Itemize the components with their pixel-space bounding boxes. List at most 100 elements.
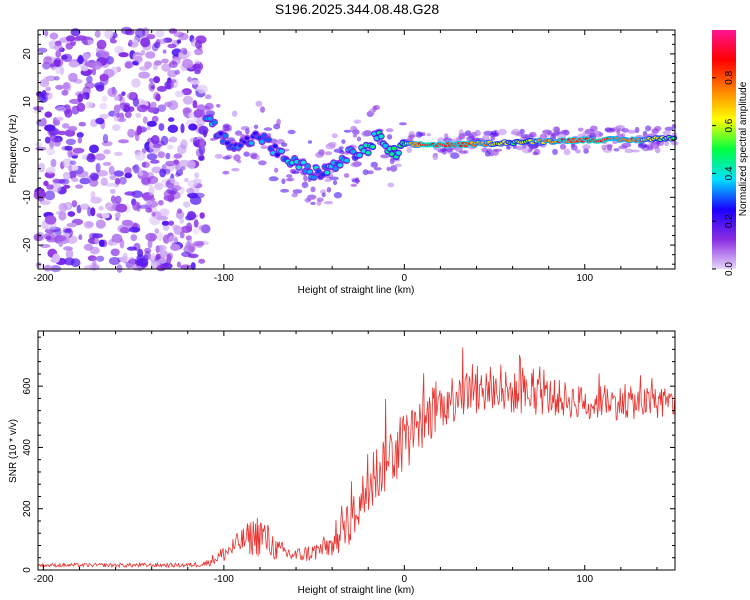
noise-blob [193,109,203,118]
noise-blob [52,253,61,263]
noise-blob [114,46,124,54]
noise-blob [92,257,97,267]
x-tick-label: 100 [576,273,593,284]
noise-blob [144,61,153,69]
noise-blob [40,117,47,127]
noise-blob [100,177,108,186]
ridge-halo-blob [310,201,316,205]
noise-blob [90,191,96,199]
noise-blob [154,228,160,234]
noise-blob [61,54,68,60]
noise-blob [116,104,125,111]
ridge-halo-blob [304,198,312,203]
ridge-halo-blob [577,127,584,132]
noise-blob [111,233,123,244]
noise-blob [60,66,64,76]
noise-blob [194,172,200,179]
colorbar-tick-label: 0.0 [724,262,735,276]
ridge-halo-blob [315,151,324,158]
noise-blob [145,207,153,213]
ridge-halo-blob [532,151,538,156]
noise-blob [155,245,160,254]
noise-blob [95,219,106,229]
noise-blob [159,168,167,178]
ridge-halo-blob [497,128,507,136]
noise-blob [68,165,73,172]
noise-blob [148,185,155,196]
noise-blob [77,136,83,144]
noise-blob [108,241,118,246]
snr-y-axis-label: SNR (10 * v/v) [8,419,19,483]
noise-blob [46,147,56,156]
noise-blob [52,57,64,68]
noise-blob [63,228,72,234]
snr-plot-area [38,331,675,570]
noise-blob [58,202,68,212]
noise-blob [193,240,205,247]
ridge-halo-blob [353,119,362,124]
noise-blob [141,104,147,110]
noise-blob [161,63,172,72]
noise-blob [71,177,79,182]
noise-blob [61,89,69,96]
noise-blob [136,125,142,135]
noise-blob [165,152,171,160]
noise-blob [86,75,93,84]
noise-blob [145,51,156,59]
noise-blob [156,264,166,272]
noise-blob [99,102,108,110]
ridge-halo-blob [240,126,250,131]
ridge-halo-blob [575,149,581,154]
noise-blob [114,151,123,156]
noise-blob [175,172,181,177]
noise-blob [63,184,71,189]
x-tick-label: -100 [214,273,234,284]
noise-blob [96,255,105,262]
noise-blob [118,139,129,144]
noise-blob [114,212,121,219]
noise-blob [140,49,146,56]
ridge-halo-blob [426,133,431,137]
noise-blob [78,234,83,241]
noise-blob [153,76,161,84]
noise-blob [62,171,71,181]
noise-blob [118,52,129,58]
noise-blob [155,30,165,38]
spectrogram-x-axis-label: Height of straight line (km) [298,285,415,296]
noise-blob [89,144,99,154]
snr-x-tick-label: -200 [33,574,53,585]
noise-blob [101,50,110,59]
noise-blob [84,265,96,270]
noise-blob [83,39,88,45]
ridge-halo-blob [662,130,671,136]
noise-blob [141,161,150,169]
noise-blob [181,251,192,258]
ridge-halo-blob [486,148,493,155]
noise-blob [113,112,118,122]
ridge-halo-blob [260,145,268,150]
noise-blob [147,176,159,184]
noise-blob [44,136,51,144]
ridge-halo-blob [370,161,379,168]
noise-blob [132,97,139,107]
ridge-halo-blob [654,125,662,132]
noise-blob [106,56,115,65]
spectrogram-ridge [202,94,679,206]
noise-blob [103,149,111,155]
noise-blob [110,248,120,257]
noise-blob [83,221,94,229]
noise-blob [159,250,168,258]
noise-blob [105,202,113,210]
colorbar-tick-label: 0.8 [724,70,735,84]
ridge-halo-blob [472,137,480,141]
ridge-core-blob [378,134,384,139]
noise-blob [76,170,89,178]
noise-blob [128,39,133,47]
ridge-core-blob [324,170,330,175]
noise-blob [182,95,194,105]
ridge-halo-blob [333,192,342,199]
noise-blob [132,201,140,211]
noise-blob [192,100,198,109]
noise-blob [65,138,76,145]
ridge-halo-blob [341,139,346,144]
